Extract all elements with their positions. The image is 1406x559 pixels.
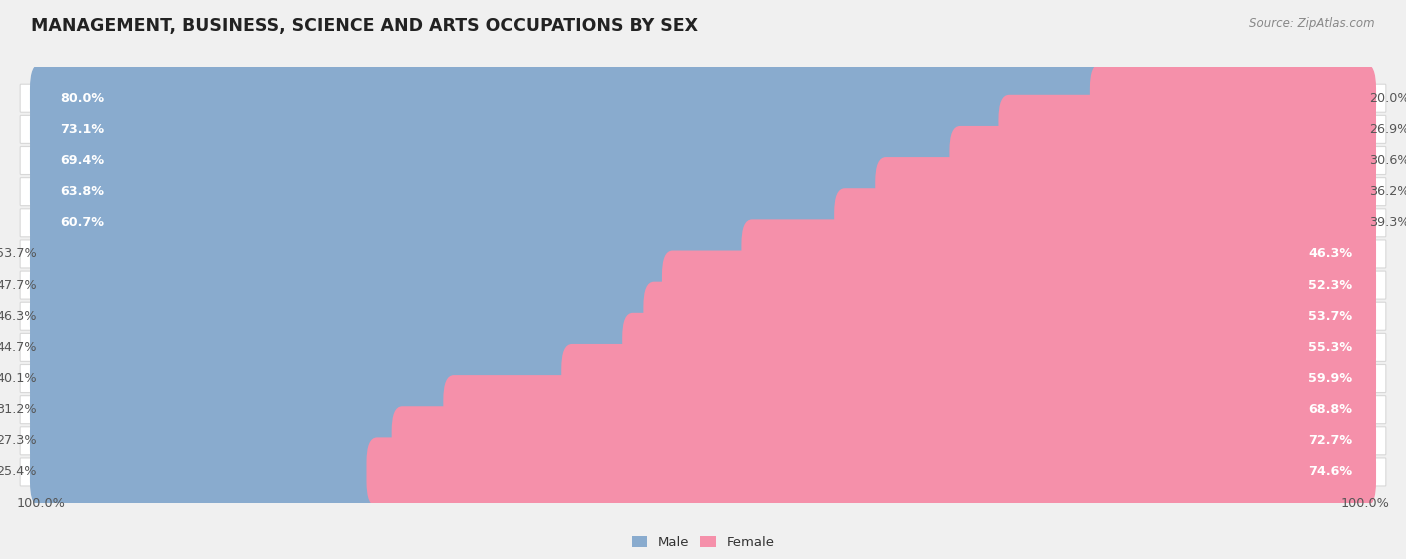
- FancyBboxPatch shape: [20, 271, 1386, 299]
- Text: 44.7%: 44.7%: [0, 341, 37, 354]
- Text: 55.3%: 55.3%: [1308, 341, 1353, 354]
- Text: 25.4%: 25.4%: [0, 466, 37, 479]
- FancyBboxPatch shape: [20, 240, 1386, 268]
- Text: 69.4%: 69.4%: [60, 154, 104, 167]
- FancyBboxPatch shape: [998, 95, 1376, 164]
- Text: 73.1%: 73.1%: [60, 123, 104, 136]
- Text: 36.2%: 36.2%: [1369, 185, 1406, 198]
- FancyBboxPatch shape: [1090, 64, 1376, 133]
- Text: 53.7%: 53.7%: [0, 248, 37, 260]
- FancyBboxPatch shape: [834, 188, 1376, 257]
- Text: 27.3%: 27.3%: [0, 434, 37, 447]
- Text: 46.3%: 46.3%: [1308, 248, 1353, 260]
- Text: 46.3%: 46.3%: [0, 310, 37, 323]
- FancyBboxPatch shape: [30, 375, 464, 444]
- FancyBboxPatch shape: [949, 126, 1376, 195]
- Text: 20.0%: 20.0%: [1369, 92, 1406, 105]
- FancyBboxPatch shape: [30, 157, 897, 226]
- Text: 47.7%: 47.7%: [0, 278, 37, 292]
- FancyBboxPatch shape: [20, 84, 1386, 112]
- FancyBboxPatch shape: [20, 178, 1386, 206]
- Text: 31.2%: 31.2%: [0, 403, 37, 416]
- Text: 100.0%: 100.0%: [15, 498, 65, 510]
- FancyBboxPatch shape: [20, 333, 1386, 362]
- Text: 68.8%: 68.8%: [1308, 403, 1353, 416]
- Text: 52.3%: 52.3%: [1308, 278, 1353, 292]
- FancyBboxPatch shape: [644, 282, 1376, 351]
- Text: 63.8%: 63.8%: [60, 185, 104, 198]
- FancyBboxPatch shape: [561, 344, 1376, 413]
- FancyBboxPatch shape: [20, 396, 1386, 424]
- FancyBboxPatch shape: [443, 375, 1376, 444]
- FancyBboxPatch shape: [20, 209, 1386, 237]
- Text: MANAGEMENT, BUSINESS, SCIENCE AND ARTS OCCUPATIONS BY SEX: MANAGEMENT, BUSINESS, SCIENCE AND ARTS O…: [31, 17, 697, 35]
- Text: 26.9%: 26.9%: [1369, 123, 1406, 136]
- Text: 53.7%: 53.7%: [1308, 310, 1353, 323]
- FancyBboxPatch shape: [30, 250, 683, 320]
- Text: 40.1%: 40.1%: [0, 372, 37, 385]
- FancyBboxPatch shape: [30, 188, 855, 257]
- FancyBboxPatch shape: [30, 406, 413, 475]
- Text: 60.7%: 60.7%: [60, 216, 104, 229]
- FancyBboxPatch shape: [20, 427, 1386, 455]
- FancyBboxPatch shape: [20, 115, 1386, 143]
- FancyBboxPatch shape: [20, 302, 1386, 330]
- FancyBboxPatch shape: [20, 364, 1386, 392]
- FancyBboxPatch shape: [20, 458, 1386, 486]
- FancyBboxPatch shape: [30, 219, 762, 288]
- FancyBboxPatch shape: [30, 95, 1019, 164]
- FancyBboxPatch shape: [30, 344, 582, 413]
- FancyBboxPatch shape: [741, 219, 1376, 288]
- FancyBboxPatch shape: [662, 250, 1376, 320]
- FancyBboxPatch shape: [30, 313, 644, 382]
- Text: 30.6%: 30.6%: [1369, 154, 1406, 167]
- Text: 80.0%: 80.0%: [60, 92, 104, 105]
- Text: 59.9%: 59.9%: [1308, 372, 1353, 385]
- Legend: Male, Female: Male, Female: [627, 532, 779, 553]
- Text: 74.6%: 74.6%: [1308, 466, 1353, 479]
- FancyBboxPatch shape: [876, 157, 1376, 226]
- FancyBboxPatch shape: [20, 146, 1386, 174]
- FancyBboxPatch shape: [30, 126, 970, 195]
- FancyBboxPatch shape: [623, 313, 1376, 382]
- FancyBboxPatch shape: [30, 282, 665, 351]
- Text: 72.7%: 72.7%: [1308, 434, 1353, 447]
- FancyBboxPatch shape: [30, 64, 1111, 133]
- Text: Source: ZipAtlas.com: Source: ZipAtlas.com: [1250, 17, 1375, 30]
- Text: 100.0%: 100.0%: [1341, 498, 1391, 510]
- FancyBboxPatch shape: [30, 437, 388, 506]
- FancyBboxPatch shape: [367, 437, 1376, 506]
- FancyBboxPatch shape: [392, 406, 1376, 475]
- Text: 39.3%: 39.3%: [1369, 216, 1406, 229]
